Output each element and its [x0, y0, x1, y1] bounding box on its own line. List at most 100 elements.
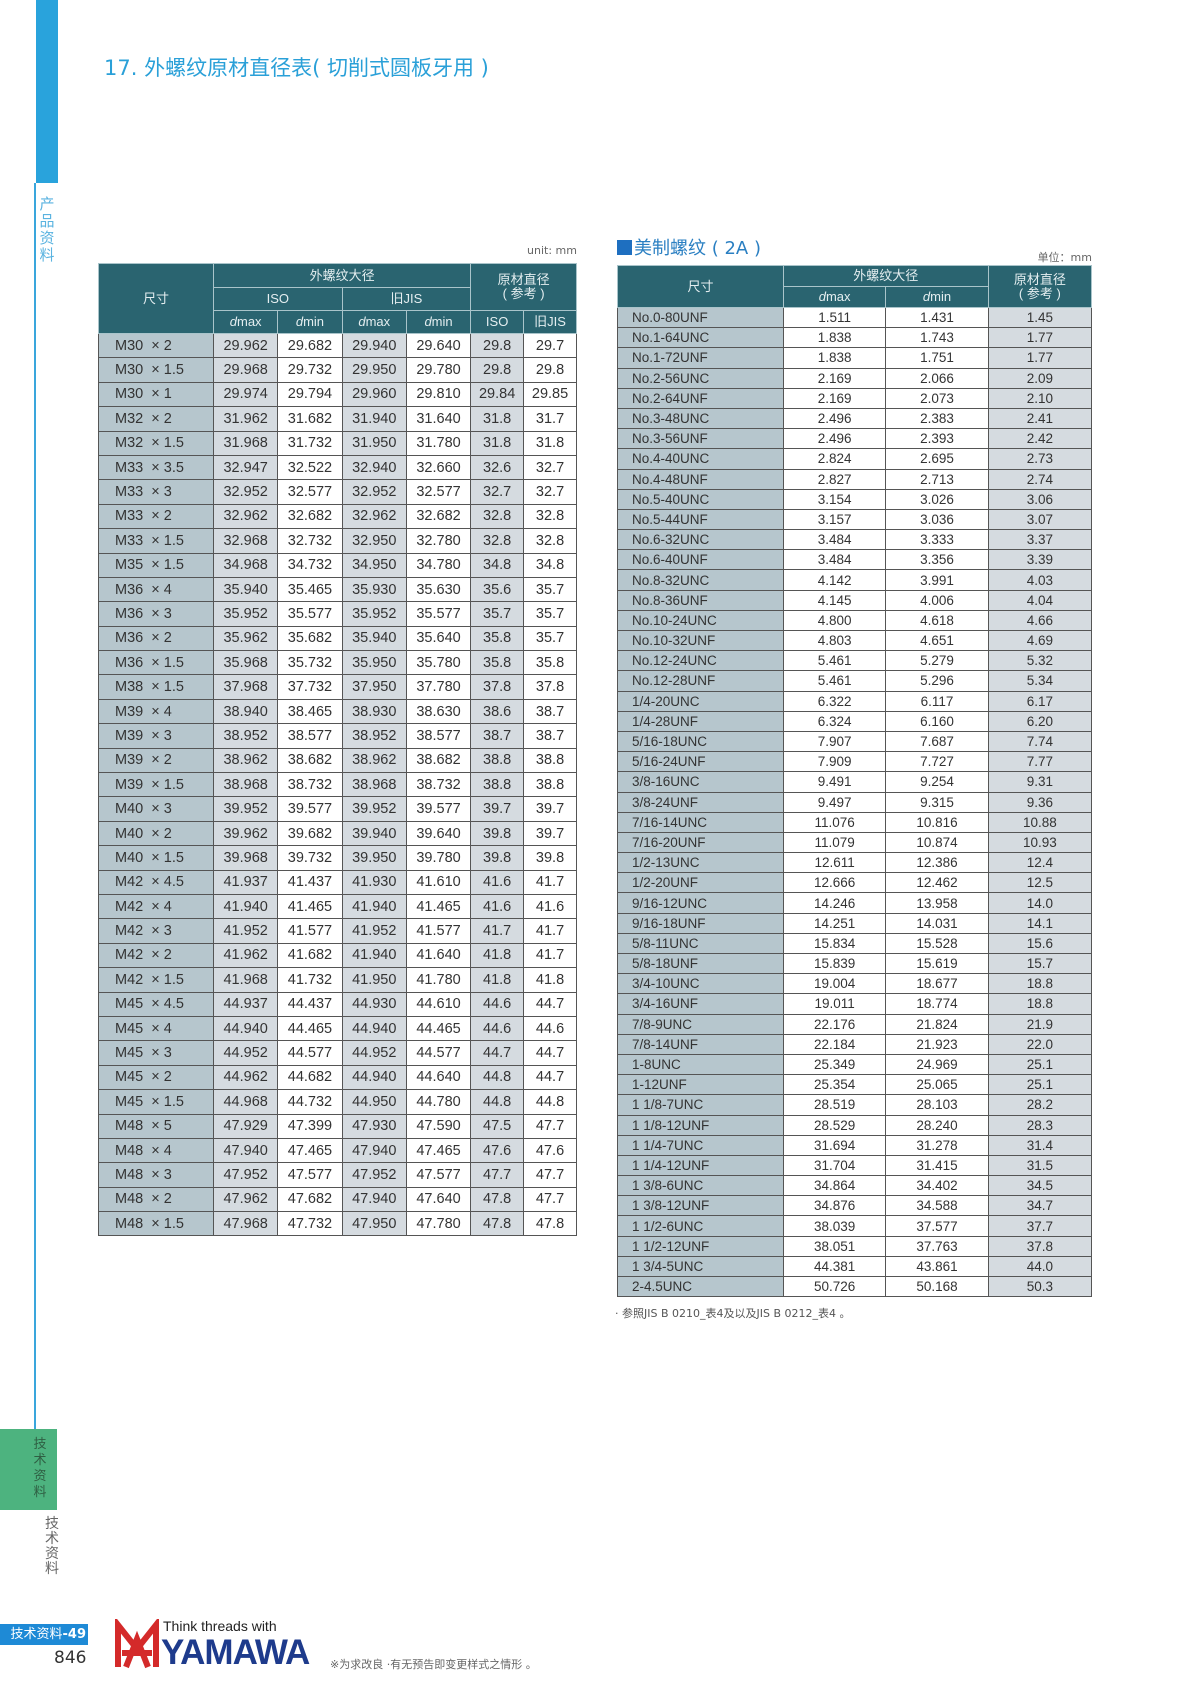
cell-jis-dmax: 38.962 [341, 747, 407, 774]
cell-blank-dia: 15.6 [987, 932, 1093, 955]
cell-iso-dmax: 35.940 [212, 576, 279, 603]
cell-size: No.4-48UNF [617, 468, 784, 490]
cell-blank-iso: 41.6 [470, 893, 525, 920]
table-row: 7/16-20UNF 11.079 10.874 10.93 [617, 831, 1093, 854]
cell-dmax: 22.176 [782, 1013, 887, 1035]
table-row: No.8-36UNF 4.145 4.006 4.04 [617, 589, 1093, 611]
cell-dmin: 2.695 [885, 448, 989, 470]
header-old-jis: 旧JIS [341, 287, 472, 311]
cell-jis-dmax: 47.950 [341, 1211, 407, 1237]
cell-size: M42 × 4 [98, 893, 214, 920]
cell-size: 3/4-10UNC [617, 973, 784, 995]
cell-iso-dmax: 44.940 [212, 1015, 279, 1042]
metric-thread-table: 尺寸 外螺纹大径 原材直径( 参考 ) ISO 旧JIS dmax dmin d… [98, 263, 577, 1237]
cell-jis-dmin: 32.660 [405, 454, 472, 481]
cell-size: No.6-40UNF [617, 549, 784, 571]
cell-blank-jis: 44.6 [523, 1015, 577, 1042]
header-major-dia: 外螺纹大径 [782, 265, 989, 287]
cell-jis-dmin: 41.640 [405, 942, 472, 969]
cell-dmax: 11.079 [782, 831, 887, 854]
cell-size: No.4-40UNC [617, 448, 784, 470]
cell-blank-dia: 3.37 [987, 529, 1093, 551]
cell-size: No.3-56UNF [617, 428, 784, 450]
cell-dmax: 22.184 [782, 1033, 887, 1055]
cell-dmax: 4.145 [782, 589, 887, 611]
cell-jis-dmax: 44.950 [341, 1089, 407, 1115]
table-row: 7/8-14UNF 22.184 21.923 22.0 [617, 1033, 1093, 1055]
cell-blank-jis: 38.7 [523, 723, 577, 749]
cell-blank-jis: 29.85 [523, 381, 577, 408]
cell-blank-jis: 44.7 [523, 991, 577, 1017]
cell-iso-dmax: 37.968 [212, 674, 279, 700]
cell-dmin: 18.677 [885, 973, 989, 995]
cell-blank-dia: 6.17 [987, 690, 1093, 712]
cell-blank-dia: 7.77 [987, 751, 1093, 773]
sidebar-divider [34, 183, 36, 1433]
table-row: No.12-28UNF 5.461 5.296 5.34 [617, 670, 1093, 692]
cell-blank-iso: 47.5 [470, 1113, 525, 1139]
page-number: 846 [54, 1648, 87, 1668]
cell-jis-dmax: 37.950 [341, 674, 407, 700]
cell-dmin: 21.824 [885, 1013, 989, 1035]
cell-dmin: 18.774 [885, 993, 989, 1015]
table-row: M39 × 1.5 38.968 38.732 38.968 38.732 38.8 38.… [98, 772, 577, 798]
cell-blank-iso: 32.6 [470, 454, 525, 481]
cell-blank-dia: 9.36 [987, 791, 1093, 813]
cell-dmax: 12.611 [782, 852, 887, 874]
cell-dmin: 34.402 [885, 1175, 989, 1197]
cell-size: No.3-48UNC [617, 407, 784, 430]
cell-jis-dmax: 44.930 [341, 991, 407, 1017]
cell-blank-jis: 32.8 [523, 528, 577, 554]
cell-blank-dia: 4.04 [987, 589, 1093, 611]
cell-blank-jis: 39.7 [523, 796, 577, 822]
cell-blank-dia: 25.1 [987, 1053, 1093, 1076]
us-unit-label: 单位：mm [1037, 251, 1092, 264]
header-reference-label: ( 参考 ) [502, 286, 545, 301]
cell-blank-dia: 14.1 [987, 912, 1093, 934]
cell-blank-jis: 37.8 [523, 674, 577, 700]
cell-blank-iso: 44.6 [470, 991, 525, 1017]
cell-dmax: 25.349 [782, 1053, 887, 1076]
cell-iso-dmin: 39.682 [277, 820, 343, 847]
cell-dmin: 43.861 [885, 1255, 989, 1278]
cell-blank-dia: 10.88 [987, 811, 1093, 833]
sidebar-product-label[interactable]: 产品资料 [39, 195, 55, 264]
cell-dmax: 34.864 [782, 1175, 887, 1197]
cell-iso-dmin: 44.437 [277, 991, 343, 1017]
cell-iso-dmax: 39.962 [212, 820, 279, 847]
section-page-num: -49 [62, 1627, 87, 1642]
cell-size: 1 3/8-12UNF [617, 1195, 784, 1217]
cell-jis-dmax: 41.950 [341, 967, 407, 993]
table-row: M33 × 3.5 32.947 32.522 32.940 32.660 32.6 32.… [98, 454, 577, 481]
sidebar-tab-tech[interactable]: 技术资料 [0, 1429, 57, 1510]
cell-size: 7/16-20UNF [617, 831, 784, 854]
cell-size: 1/2-20UNF [617, 872, 784, 894]
cell-blank-jis: 31.8 [523, 430, 577, 456]
table-row: M48 × 5 47.929 47.399 47.930 47.590 47.5 47.7 [98, 1113, 577, 1139]
cell-dmin: 21.923 [885, 1033, 989, 1055]
table-row: 3/8-16UNC 9.491 9.254 9.31 [617, 771, 1093, 793]
table-row: 1 1/4-12UNF 31.704 31.415 31.5 [617, 1154, 1093, 1177]
header-dmax: dmax [782, 286, 887, 308]
table-row: 1/2-13UNC 12.611 12.386 12.4 [617, 852, 1093, 874]
cell-size: M45 × 2 [98, 1064, 214, 1091]
cell-dmax: 9.491 [782, 771, 887, 793]
cell-iso-dmax: 47.929 [212, 1113, 279, 1139]
cell-size: M39 × 2 [98, 747, 214, 774]
cell-blank-iso: 44.6 [470, 1015, 525, 1042]
cell-blank-iso: 35.6 [470, 576, 525, 603]
cell-size: M33 × 1.5 [98, 528, 214, 554]
cell-dmax: 19.011 [782, 993, 887, 1015]
cell-size: M30 × 1.5 [98, 357, 214, 383]
cell-iso-dmax: 47.952 [212, 1162, 279, 1188]
cell-size: M36 × 4 [98, 576, 214, 603]
cell-blank-iso: 34.8 [470, 552, 525, 578]
cell-dmax: 4.803 [782, 629, 887, 652]
cell-blank-dia: 3.07 [987, 508, 1093, 531]
table-row: M40 × 3 39.952 39.577 39.952 39.577 39.7 39.7 [98, 796, 577, 822]
cell-blank-dia: 28.2 [987, 1094, 1093, 1116]
cell-blank-dia: 5.34 [987, 670, 1093, 692]
cell-size: 1 1/8-12UNF [617, 1114, 784, 1136]
cell-iso-dmin: 41.577 [277, 918, 343, 944]
table-row: 1 3/8-12UNF 34.876 34.588 34.7 [617, 1195, 1093, 1217]
